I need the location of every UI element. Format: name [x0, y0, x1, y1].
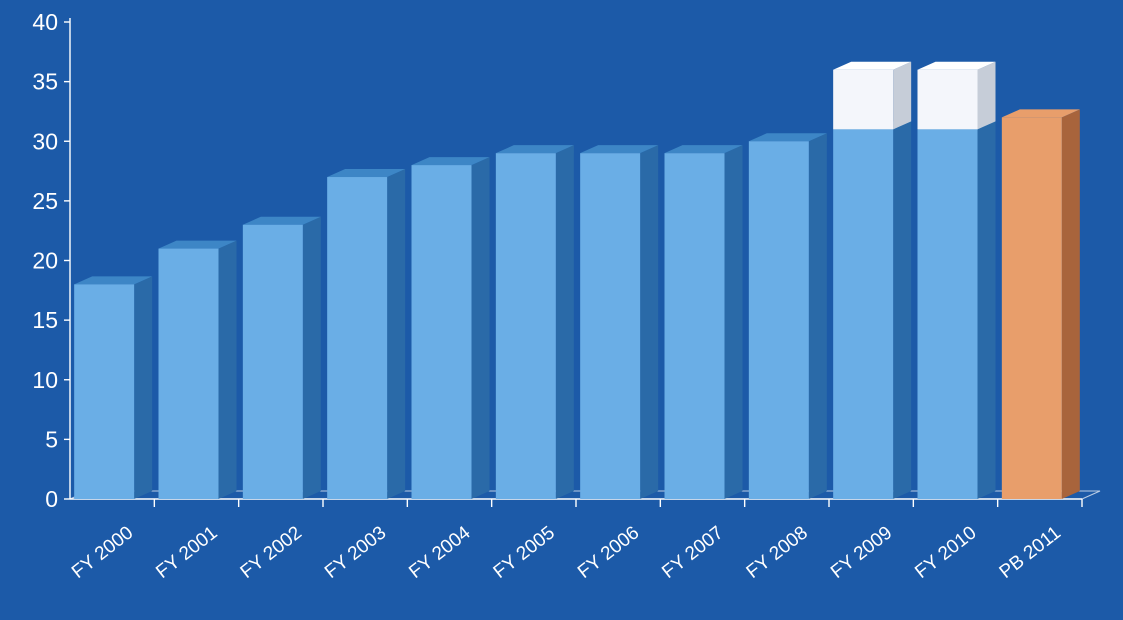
bar-top-face — [158, 240, 237, 249]
bar-top-face — [327, 169, 406, 178]
bar-side-face — [640, 145, 659, 500]
bar-side-face — [387, 169, 406, 499]
bar-side-face — [134, 276, 153, 499]
y-tick-label: 35 — [32, 69, 58, 95]
x-tick-label: FY 2003 — [321, 522, 390, 583]
bar-top-face — [664, 145, 743, 154]
y-tick-label: 0 — [45, 486, 58, 512]
x-tick-label: FY 2010 — [911, 522, 980, 583]
x-tick-label: FY 2000 — [68, 522, 137, 583]
bar-fy-2005 — [495, 153, 556, 500]
stacked-side-face — [893, 61, 912, 130]
x-tick-label: FY 2009 — [827, 522, 896, 583]
bar-fy-2008 — [748, 141, 809, 499]
bar-top-face — [748, 133, 827, 142]
x-tick-label: FY 2002 — [237, 522, 306, 583]
bar-side-face — [218, 240, 237, 499]
bar-top-face — [242, 216, 321, 225]
bar-side-face — [893, 121, 912, 499]
bar-side-face — [555, 145, 574, 500]
bar-side-face — [977, 121, 996, 499]
x-tick-label: FY 2008 — [743, 522, 812, 583]
y-tick-label: 30 — [32, 128, 58, 154]
bar-side-face — [302, 216, 321, 499]
x-tick-label: FY 2007 — [658, 522, 727, 583]
stacked-segment-fy-2010 — [917, 69, 978, 130]
x-tick-label: FY 2001 — [152, 522, 221, 583]
bar-top-face — [1001, 109, 1080, 118]
x-tick-label: FY 2006 — [574, 522, 643, 583]
bar-top-face — [495, 145, 574, 154]
bar-pb-2011 — [1001, 117, 1062, 500]
bar-fy-2007 — [664, 153, 725, 500]
y-tick-label: 40 — [32, 9, 58, 35]
x-tick-label: FY 2005 — [490, 522, 559, 583]
bar-fy-2009 — [833, 129, 894, 499]
stacked-top-face — [833, 61, 912, 70]
y-tick-label: 5 — [45, 426, 58, 452]
x-tick-label: PB 2011 — [996, 522, 1065, 583]
y-tick-label: 20 — [32, 248, 58, 274]
bar-top-face — [411, 157, 490, 166]
bar-side-face — [471, 157, 490, 499]
bar-fy-2001 — [158, 248, 219, 499]
x-tick-label: FY 2004 — [405, 522, 475, 583]
y-tick-label: 10 — [32, 367, 58, 393]
stacked-segment-fy-2009 — [833, 69, 894, 130]
bar-top-face — [580, 145, 659, 154]
bar-fy-2004 — [411, 165, 472, 499]
bar-side-face — [1061, 109, 1080, 500]
bar-fy-2006 — [580, 153, 641, 500]
bar-side-face — [724, 145, 743, 500]
bar-top-face — [74, 276, 153, 285]
bar-fy-2002 — [242, 224, 303, 499]
stacked-side-face — [977, 61, 996, 130]
bar-fy-2010 — [917, 129, 978, 499]
bar-fy-2000 — [74, 284, 135, 499]
stacked-top-face — [917, 61, 996, 70]
y-tick-label: 15 — [32, 307, 58, 333]
y-tick-label: 25 — [32, 188, 58, 214]
bar-fy-2003 — [327, 177, 388, 499]
bar-side-face — [808, 133, 827, 499]
